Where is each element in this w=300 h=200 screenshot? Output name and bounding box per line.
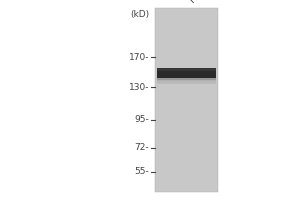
Text: (kD): (kD) bbox=[130, 10, 149, 19]
Bar bbox=[157, 68, 216, 71]
Bar bbox=[157, 78, 216, 79]
Text: HuvEc: HuvEc bbox=[188, 0, 216, 4]
Text: 55-: 55- bbox=[134, 168, 149, 176]
Text: 170-: 170- bbox=[128, 52, 149, 62]
Bar bbox=[155, 8, 218, 192]
Text: 130-: 130- bbox=[128, 82, 149, 92]
Text: 95-: 95- bbox=[134, 116, 149, 124]
Bar bbox=[157, 68, 216, 78]
Bar bbox=[157, 81, 216, 82]
Text: 72-: 72- bbox=[134, 144, 149, 152]
Bar bbox=[157, 82, 216, 84]
Bar bbox=[157, 79, 216, 81]
Bar bbox=[155, 8, 218, 192]
